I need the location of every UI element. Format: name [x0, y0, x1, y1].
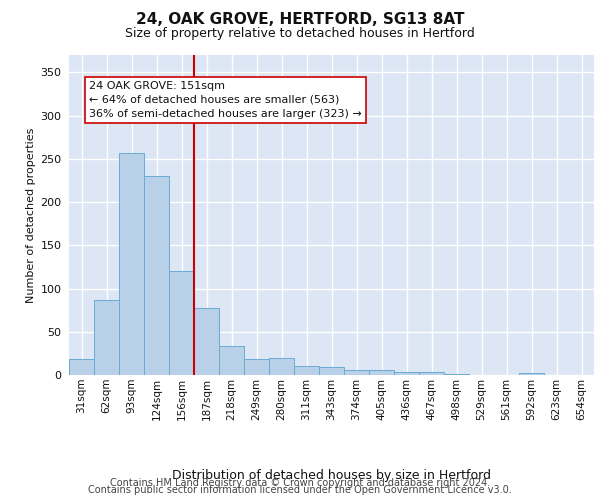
Bar [369, 370, 394, 375]
Y-axis label: Number of detached properties: Number of detached properties [26, 128, 36, 302]
Bar [394, 372, 419, 375]
Bar [244, 360, 269, 375]
Bar [444, 374, 469, 375]
Bar [144, 176, 169, 375]
Bar [94, 300, 119, 375]
Bar [344, 370, 369, 375]
Bar [319, 367, 344, 375]
Bar [194, 308, 219, 375]
Bar [169, 271, 194, 375]
Text: Contains HM Land Registry data © Crown copyright and database right 2024.: Contains HM Land Registry data © Crown c… [110, 478, 490, 488]
Bar [519, 374, 544, 375]
Bar [119, 152, 144, 375]
Text: 24 OAK GROVE: 151sqm
← 64% of detached houses are smaller (563)
36% of semi-deta: 24 OAK GROVE: 151sqm ← 64% of detached h… [89, 81, 362, 119]
X-axis label: Distribution of detached houses by size in Hertford: Distribution of detached houses by size … [172, 468, 491, 481]
Text: 24, OAK GROVE, HERTFORD, SG13 8AT: 24, OAK GROVE, HERTFORD, SG13 8AT [136, 12, 464, 28]
Bar [269, 358, 294, 375]
Bar [69, 360, 94, 375]
Bar [294, 366, 319, 375]
Bar [219, 346, 244, 375]
Text: Size of property relative to detached houses in Hertford: Size of property relative to detached ho… [125, 28, 475, 40]
Bar [419, 372, 444, 375]
Text: Contains public sector information licensed under the Open Government Licence v3: Contains public sector information licen… [88, 485, 512, 495]
